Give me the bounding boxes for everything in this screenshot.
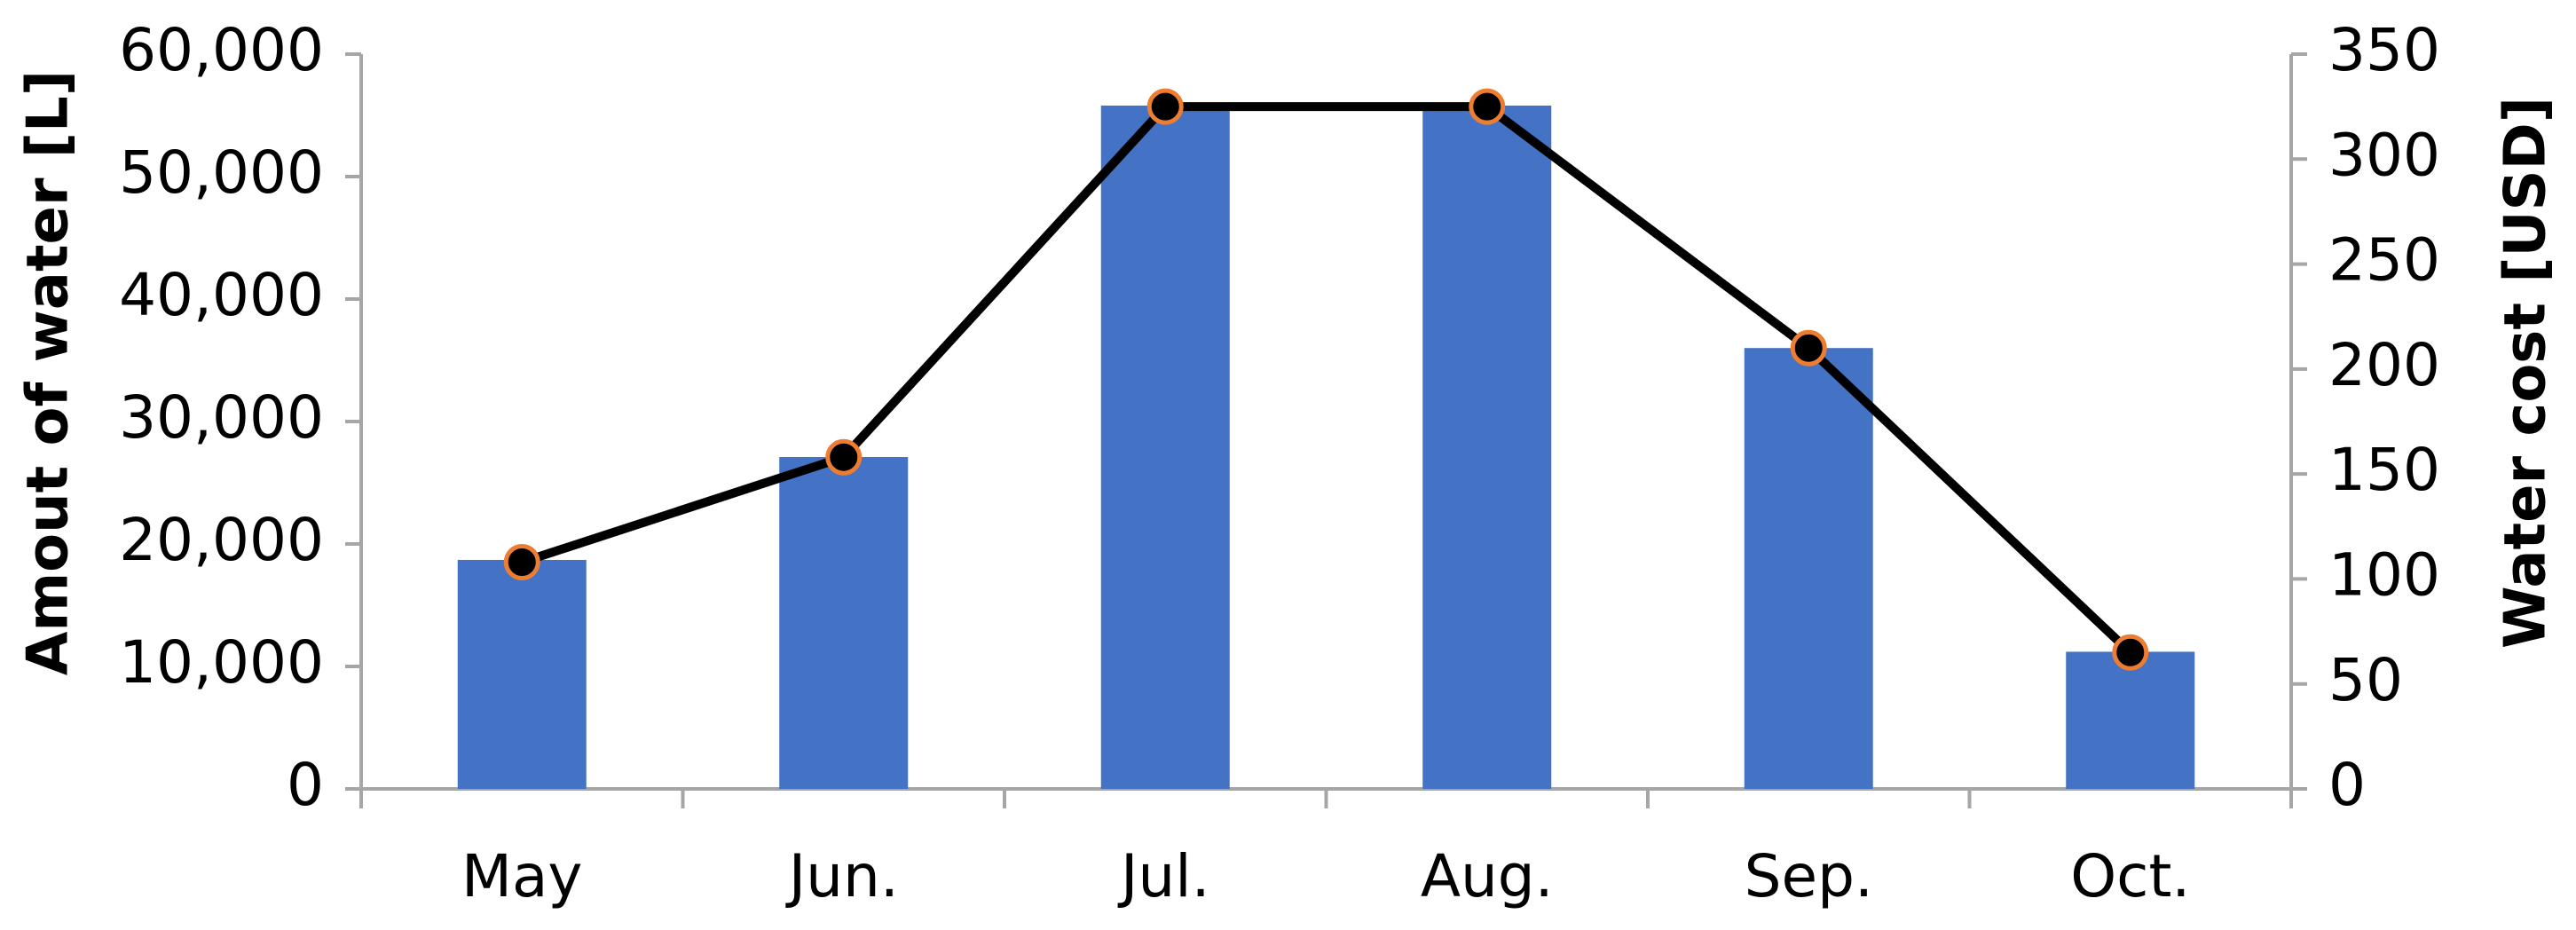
bar bbox=[2066, 651, 2195, 789]
y2-tick-label: 350 bbox=[2328, 16, 2440, 84]
y2-tick-label: 50 bbox=[2328, 646, 2403, 714]
y-tick-label: 20,000 bbox=[119, 506, 324, 574]
bar bbox=[1744, 348, 1873, 789]
x-tick-label: Sep. bbox=[1745, 842, 1873, 910]
y2-tick-label: 150 bbox=[2328, 436, 2440, 504]
y-tick-label: 40,000 bbox=[119, 261, 324, 329]
y2-tick-label: 250 bbox=[2328, 226, 2440, 295]
x-tick-label: Aug. bbox=[1421, 842, 1554, 910]
bar bbox=[1100, 105, 1230, 789]
y2-tick-label: 200 bbox=[2328, 331, 2440, 399]
y2-tick-label: 100 bbox=[2328, 540, 2440, 609]
marker bbox=[825, 438, 863, 476]
marker bbox=[2112, 634, 2149, 671]
y2-tick-label: 0 bbox=[2328, 751, 2366, 819]
y-tick-label: 0 bbox=[287, 751, 324, 819]
y2-tick-label: 300 bbox=[2328, 121, 2440, 189]
y-tick-label: 60,000 bbox=[119, 16, 324, 84]
marker bbox=[1469, 88, 1506, 125]
marker bbox=[1790, 329, 1827, 366]
bar bbox=[457, 559, 587, 789]
x-tick-label: May bbox=[461, 842, 582, 910]
marker bbox=[503, 544, 540, 581]
y2-axis-title: Water cost [USD] bbox=[2493, 97, 2559, 649]
y-axis-title: Amout of water [L] bbox=[16, 70, 82, 675]
bar bbox=[1422, 105, 1552, 789]
y-tick-label: 30,000 bbox=[119, 383, 324, 452]
marker bbox=[1146, 88, 1184, 125]
x-tick-label: Jul. bbox=[1117, 842, 1210, 910]
line bbox=[520, 102, 2134, 656]
bar bbox=[779, 457, 909, 789]
x-tick-label: Oct. bbox=[2070, 842, 2190, 910]
y-tick-label: 50,000 bbox=[119, 138, 324, 207]
x-tick-label: Jun. bbox=[785, 842, 899, 910]
y-tick-label: 10,000 bbox=[119, 628, 324, 697]
